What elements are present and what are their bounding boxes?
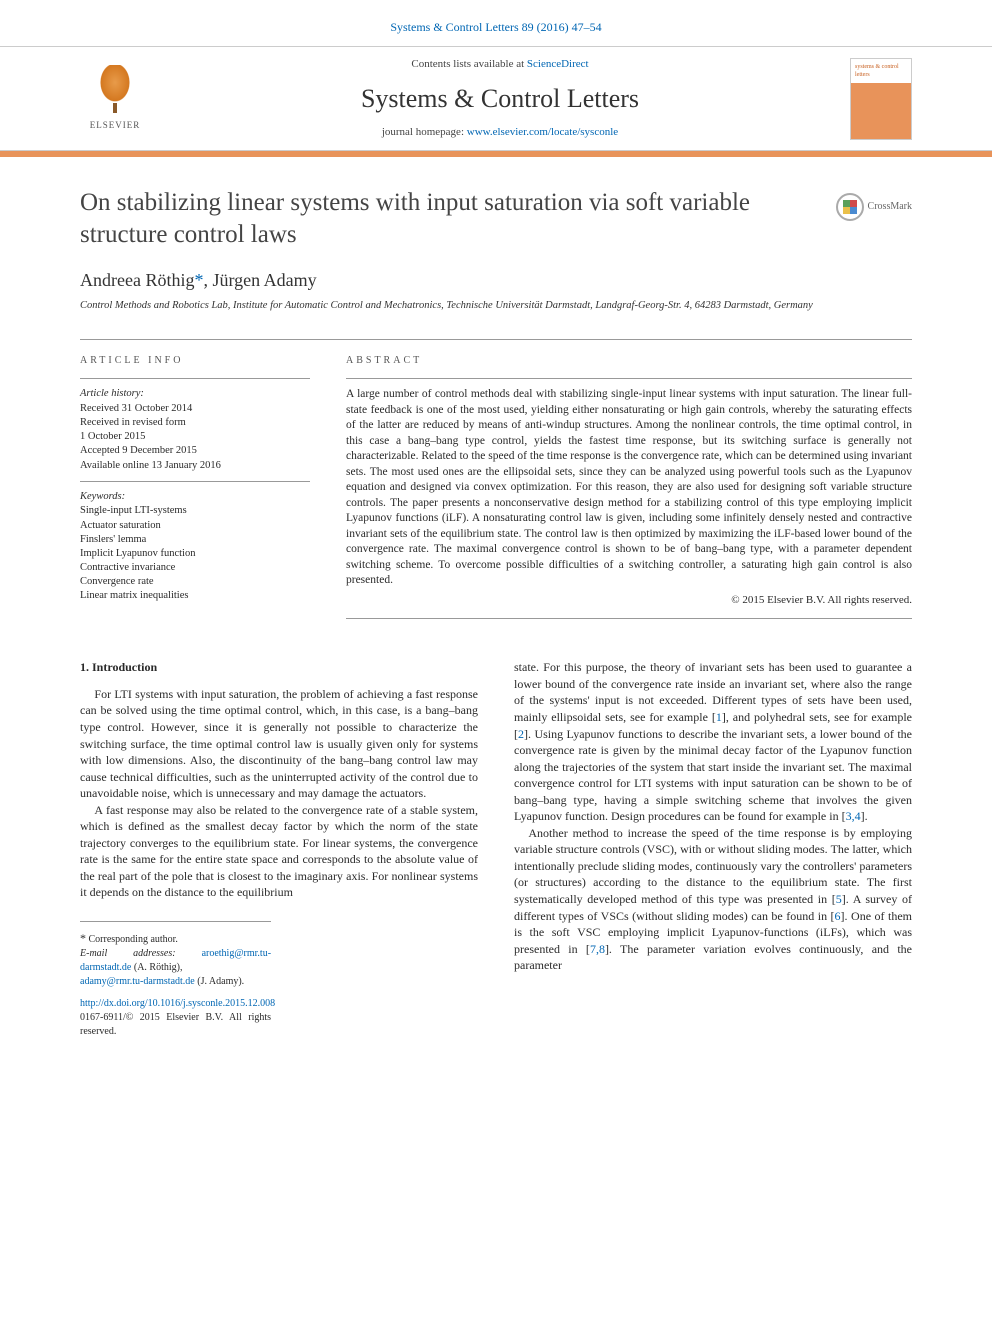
title-row: On stabilizing linear systems with input… xyxy=(80,187,912,250)
keywords-title: Keywords: xyxy=(80,490,310,505)
keyword: Single-input LTI-systems xyxy=(80,504,310,518)
copyright-line: © 2015 Elsevier B.V. All rights reserved… xyxy=(346,593,912,608)
author-1: Andreea Röthig xyxy=(80,270,194,290)
keyword: Linear matrix inequalities xyxy=(80,589,310,603)
abstract-header: abstract xyxy=(346,354,912,368)
info-hr-1 xyxy=(80,378,310,379)
corr-asterisk-icon: * xyxy=(80,931,86,945)
affiliation: Control Methods and Robotics Lab, Instit… xyxy=(80,299,912,313)
article-title: On stabilizing linear systems with input… xyxy=(80,187,816,250)
contents-line: Contents lists available at ScienceDirec… xyxy=(150,57,850,72)
history-line: Available online 13 January 2016 xyxy=(80,459,310,473)
email-who-2: (J. Adamy). xyxy=(195,976,244,987)
footer-block: * Corresponding author. E-mail addresses… xyxy=(80,921,271,1039)
intro-para-4: Another method to increase the speed of … xyxy=(514,825,912,974)
contents-prefix: Contents lists available at xyxy=(411,58,526,70)
sciencedirect-link[interactable]: ScienceDirect xyxy=(527,58,589,70)
corresponding-mark-icon: * xyxy=(194,270,203,290)
history-line: Received 31 October 2014 xyxy=(80,402,310,416)
history-line: 1 October 2015 xyxy=(80,430,310,444)
history-line: Received in revised form xyxy=(80,416,310,430)
journal-header: ELSEVIER Contents lists available at Sci… xyxy=(0,46,992,151)
corr-label: Corresponding author. xyxy=(89,934,178,945)
keyword: Contractive invariance xyxy=(80,561,310,575)
article-info-header: article info xyxy=(80,354,310,368)
ref-link-78[interactable]: 7,8 xyxy=(590,942,605,956)
info-abstract-row: article info Article history: Received 3… xyxy=(80,339,912,619)
info-hr-2 xyxy=(80,481,310,482)
email-label: E-mail addresses: xyxy=(80,948,176,959)
abstract-text: A large number of control methods deal w… xyxy=(346,387,912,589)
author-list: Andreea Röthig*, Jürgen Adamy xyxy=(80,268,912,293)
abstract-hr-top xyxy=(346,378,912,379)
publisher-name: ELSEVIER xyxy=(90,119,141,132)
citation-banner: Systems & Control Letters 89 (2016) 47–5… xyxy=(0,0,992,46)
abstract-hr-bottom xyxy=(346,618,912,619)
keyword: Convergence rate xyxy=(80,575,310,589)
crossmark-icon xyxy=(836,193,864,221)
journal-cover-thumbnail[interactable]: systems & control letters xyxy=(850,58,912,140)
doi-link[interactable]: http://dx.doi.org/10.1016/j.sysconle.201… xyxy=(80,998,275,1009)
crossmark-label: CrossMark xyxy=(868,200,912,214)
ref-link-34[interactable]: 3,4 xyxy=(846,809,861,823)
abstract-column: abstract A large number of control metho… xyxy=(346,354,912,619)
publisher-logo[interactable]: ELSEVIER xyxy=(80,65,150,132)
main-text-columns: 1. Introduction For LTI systems with inp… xyxy=(80,659,912,1039)
history-title: Article history: xyxy=(80,387,310,402)
homepage-link[interactable]: www.elsevier.com/locate/sysconle xyxy=(467,126,618,138)
header-center: Contents lists available at ScienceDirec… xyxy=(150,57,850,140)
article-info-column: article info Article history: Received 3… xyxy=(80,354,310,619)
column-right: state. For this purpose, the theory of i… xyxy=(514,659,912,1039)
journal-name: Systems & Control Letters xyxy=(150,81,850,117)
history-line: Accepted 9 December 2015 xyxy=(80,444,310,458)
cover-label: systems & control letters xyxy=(855,64,899,78)
keyword: Finslers' lemma xyxy=(80,533,310,547)
keyword: Actuator saturation xyxy=(80,519,310,533)
citation-link[interactable]: Systems & Control Letters 89 (2016) 47–5… xyxy=(390,20,601,34)
homepage-line: journal homepage: www.elsevier.com/locat… xyxy=(150,125,850,140)
keyword: Implicit Lyapunov function xyxy=(80,547,310,561)
homepage-prefix: journal homepage: xyxy=(382,126,467,138)
section-title-intro: 1. Introduction xyxy=(80,659,478,676)
email-link-2[interactable]: adamy@rmr.tu-darmstadt.de xyxy=(80,976,195,987)
issn-line: 0167-6911/© 2015 Elsevier B.V. All right… xyxy=(80,1011,271,1039)
author-2: Jürgen Adamy xyxy=(212,270,316,290)
intro-para-3: state. For this purpose, the theory of i… xyxy=(514,659,912,824)
email-who-1: (A. Röthig), xyxy=(131,962,182,973)
intro-para-2: A fast response may also be related to t… xyxy=(80,802,478,901)
elsevier-tree-icon xyxy=(90,65,140,115)
crossmark-widget[interactable]: CrossMark xyxy=(836,193,912,221)
column-left: 1. Introduction For LTI systems with inp… xyxy=(80,659,478,1039)
intro-para-1: For LTI systems with input saturation, t… xyxy=(80,686,478,802)
